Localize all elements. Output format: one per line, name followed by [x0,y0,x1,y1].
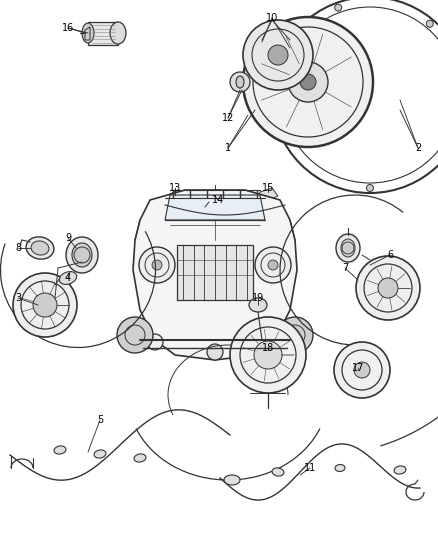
Circle shape [268,260,278,270]
Polygon shape [177,245,253,300]
Ellipse shape [249,298,267,312]
Circle shape [279,123,286,130]
Ellipse shape [335,464,345,472]
Text: 16: 16 [62,23,74,33]
Circle shape [255,247,291,283]
Circle shape [335,4,342,11]
Text: 14: 14 [212,195,224,205]
Text: 6: 6 [387,250,393,260]
Ellipse shape [134,454,146,462]
Ellipse shape [54,446,66,454]
Text: 11: 11 [304,463,316,473]
Circle shape [243,20,313,90]
Circle shape [139,247,175,283]
Polygon shape [133,190,297,360]
Text: 3: 3 [15,293,21,303]
Circle shape [117,317,153,353]
Polygon shape [258,188,278,200]
Circle shape [207,190,223,206]
Text: 8: 8 [15,243,21,253]
Circle shape [243,17,373,147]
Ellipse shape [72,243,92,267]
Circle shape [342,242,354,254]
Ellipse shape [224,475,240,485]
Circle shape [268,45,288,65]
Circle shape [267,334,283,350]
Text: 9: 9 [65,233,71,243]
Text: 2: 2 [415,143,421,153]
Text: 12: 12 [222,113,234,123]
Ellipse shape [59,272,77,285]
Polygon shape [88,22,118,45]
Ellipse shape [394,466,406,474]
Circle shape [33,293,57,317]
Ellipse shape [31,241,49,255]
Circle shape [356,256,420,320]
Text: 5: 5 [97,415,103,425]
Ellipse shape [341,239,355,257]
Text: 1: 1 [225,143,231,153]
Ellipse shape [110,22,126,44]
Ellipse shape [94,450,106,458]
Circle shape [13,273,77,337]
Text: 19: 19 [252,293,264,303]
Text: 4: 4 [65,273,71,283]
Polygon shape [165,195,265,220]
Ellipse shape [272,468,284,476]
Ellipse shape [82,23,94,43]
Text: 10: 10 [266,13,278,23]
Text: 18: 18 [262,343,274,353]
Circle shape [230,317,306,393]
Circle shape [230,72,250,92]
Circle shape [378,278,398,298]
Circle shape [354,362,370,378]
Circle shape [367,184,374,191]
Circle shape [426,20,433,27]
Text: 17: 17 [352,363,364,373]
Circle shape [74,247,90,263]
Circle shape [207,344,223,360]
Text: 7: 7 [342,263,348,273]
Circle shape [277,317,313,353]
Circle shape [152,260,162,270]
Ellipse shape [236,76,244,88]
Text: 13: 13 [169,183,181,193]
Polygon shape [85,27,90,40]
Ellipse shape [26,237,54,259]
Polygon shape [168,190,185,205]
Ellipse shape [336,234,360,262]
Circle shape [288,62,328,102]
Circle shape [254,341,282,369]
Circle shape [334,342,390,398]
Circle shape [147,334,163,350]
Text: 15: 15 [262,183,274,193]
Circle shape [300,74,316,90]
Ellipse shape [66,237,98,273]
